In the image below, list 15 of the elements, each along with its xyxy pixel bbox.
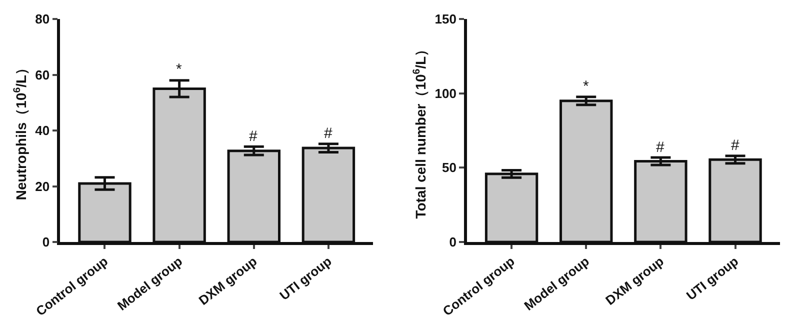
annotation: # [731,137,740,154]
y-tick-label: 40 [35,123,50,138]
y-tick-label: 80 [35,12,50,27]
y-tick-label: 60 [35,67,50,82]
annotation: * [176,61,182,78]
y-tick-label: 20 [35,178,50,194]
annotation: # [656,139,665,156]
annotation: * [583,78,589,95]
y-tick-label: 50 [442,160,456,176]
y-tick-label: 150 [434,12,456,27]
y-tick-label: 0 [42,234,50,250]
annotation: # [249,128,258,145]
y-tick-label: 0 [449,234,456,250]
annotation: # [324,125,333,142]
y-tick-label: 100 [434,86,456,101]
